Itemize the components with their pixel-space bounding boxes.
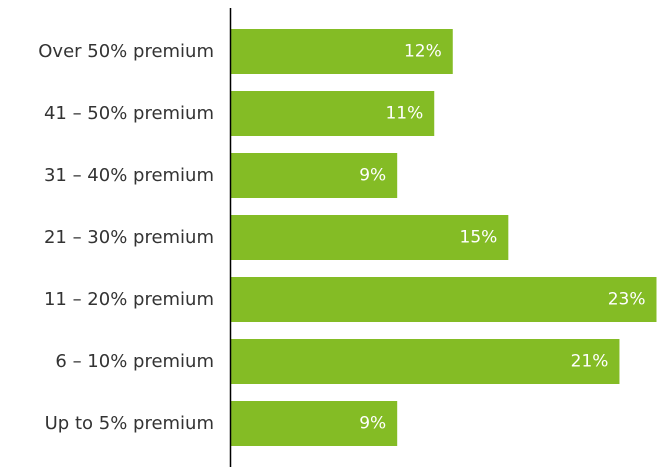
bar-4	[230, 215, 509, 260]
value-label-5: 23%	[608, 290, 646, 310]
bars-group	[230, 29, 657, 446]
bar-5	[230, 277, 657, 322]
category-label-5: 11 – 20% premium	[44, 289, 214, 310]
category-label-7: Up to 5% premium	[45, 413, 214, 434]
category-label-4: 21 – 30% premium	[44, 227, 214, 248]
value-label-1: 12%	[404, 42, 442, 62]
value-label-6: 21%	[571, 352, 609, 372]
category-label-1: Over 50% premium	[38, 41, 214, 62]
bar-7	[230, 401, 398, 446]
category-label-2: 41 – 50% premium	[44, 103, 214, 124]
value-label-3: 9%	[359, 166, 386, 186]
category-labels-group: Over 50% premium 41 – 50% premium 31 – 40%…	[38, 41, 214, 434]
bar-3	[230, 153, 398, 198]
category-label-3: 31 – 40% premium	[44, 165, 214, 186]
value-label-4: 15%	[460, 228, 498, 248]
category-label-6: 6 – 10% premium	[55, 351, 214, 372]
bar-1	[230, 29, 453, 74]
value-labels-group: 12% 11% 9% 15% 23% 21% 9%	[359, 42, 645, 434]
value-label-2: 11%	[385, 104, 423, 124]
value-label-7: 9%	[359, 414, 386, 434]
bar-2	[230, 91, 435, 136]
bar-6	[230, 339, 620, 384]
